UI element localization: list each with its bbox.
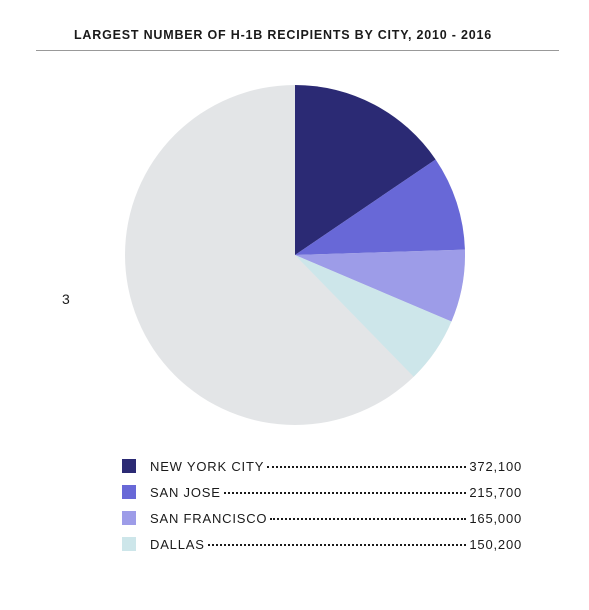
- chart-title: LARGEST NUMBER OF H-1B RECIPIENTS BY CIT…: [74, 28, 559, 42]
- legend-value-3: 150,200: [469, 537, 522, 552]
- legend-label-0: NEW YORK CITY: [150, 459, 264, 474]
- title-rule: [36, 50, 559, 51]
- legend-value-1: 215,700: [469, 485, 522, 500]
- legend-swatch-1: [122, 485, 136, 499]
- legend-row-1: SAN JOSE 215,700: [122, 479, 522, 505]
- legend-value-0: 372,100: [469, 459, 522, 474]
- legend-line-1: SAN JOSE 215,700: [150, 485, 522, 500]
- legend-line-3: DALLAS 150,200: [150, 537, 522, 552]
- legend-label-1: SAN JOSE: [150, 485, 221, 500]
- pie-chart: [125, 85, 465, 425]
- legend-row-0: NEW YORK CITY 372,100: [122, 453, 522, 479]
- legend-swatch-2: [122, 511, 136, 525]
- legend-value-2: 165,000: [469, 511, 522, 526]
- legend-row-2: SAN FRANCISCO 165,000: [122, 505, 522, 531]
- legend-swatch-3: [122, 537, 136, 551]
- chart-container: LARGEST NUMBER OF H-1B RECIPIENTS BY CIT…: [0, 0, 589, 577]
- legend-dots-3: [208, 544, 467, 546]
- legend-line-0: NEW YORK CITY 372,100: [150, 459, 522, 474]
- legend-swatch-0: [122, 459, 136, 473]
- legend-line-2: SAN FRANCISCO 165,000: [150, 511, 522, 526]
- legend-dots-0: [267, 466, 466, 468]
- legend-dots-2: [270, 518, 466, 520]
- legend-dots-1: [224, 492, 467, 494]
- legend: NEW YORK CITY 372,100SAN JOSE 215,700SAN…: [122, 453, 522, 557]
- stray-mark: 3: [62, 291, 71, 307]
- pie-chart-wrap: 3: [30, 85, 559, 425]
- legend-label-2: SAN FRANCISCO: [150, 511, 267, 526]
- legend-row-3: DALLAS 150,200: [122, 531, 522, 557]
- legend-label-3: DALLAS: [150, 537, 205, 552]
